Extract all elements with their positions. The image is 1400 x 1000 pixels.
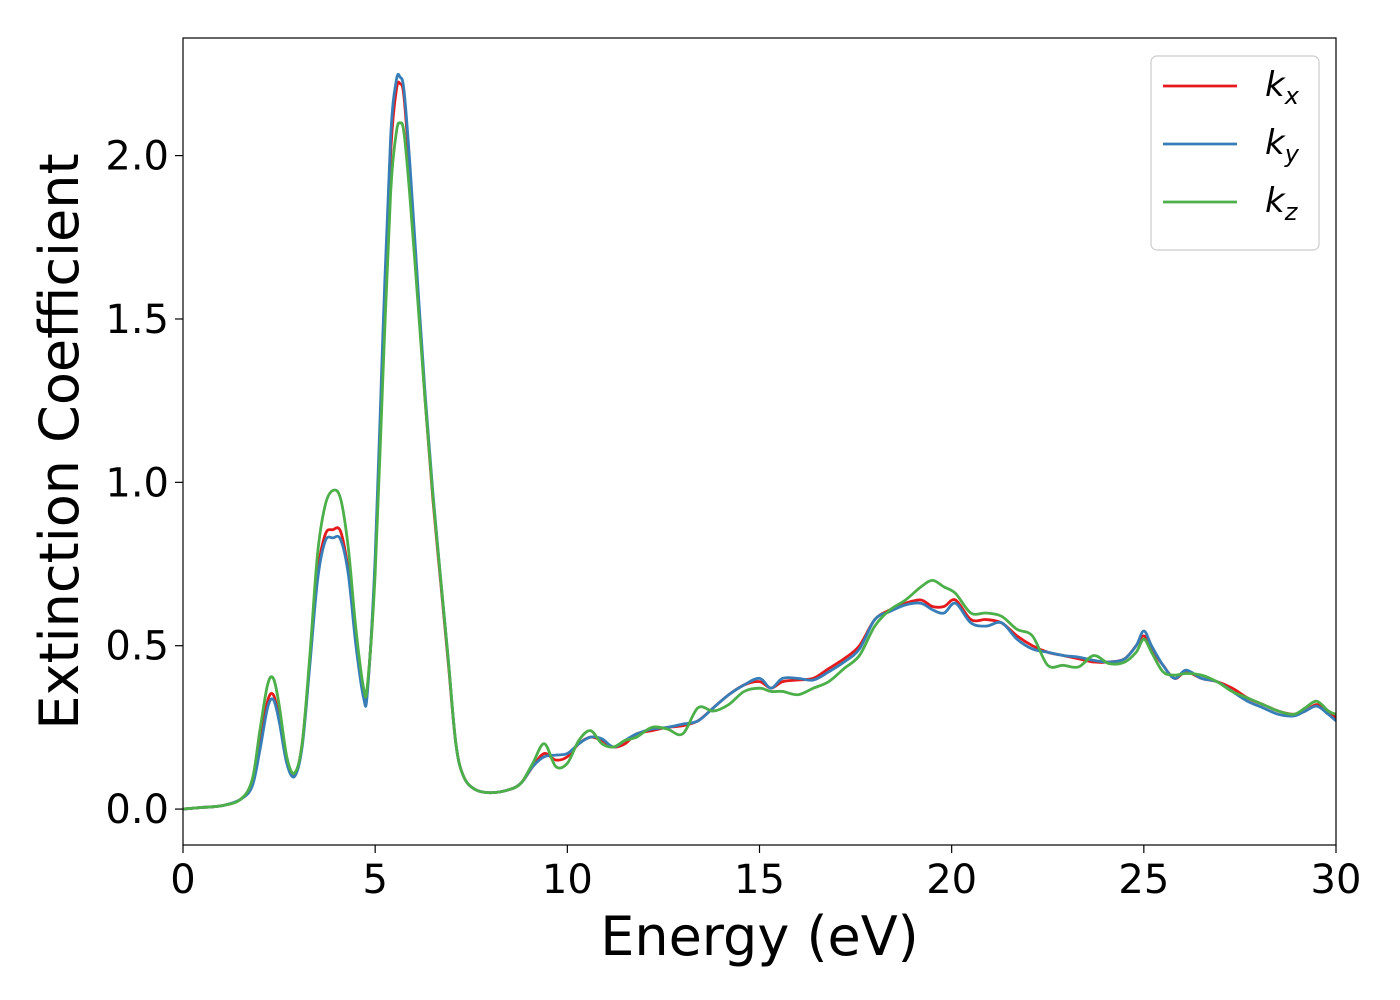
x-tick-label: 30 — [1311, 857, 1362, 903]
series-layer — [183, 72, 1336, 811]
y-tick-label: 0.0 — [105, 787, 169, 833]
x-axis-label: Energy (eV) — [600, 905, 919, 968]
x-tick-label: 25 — [1118, 857, 1169, 903]
x-tick-label: 15 — [734, 857, 785, 903]
y-axis-label: Extinction Coefficient — [28, 153, 91, 729]
legend-label-ky: ky — [1265, 123, 1300, 168]
x-tick-label: 0 — [170, 857, 195, 903]
x-tick-label: 20 — [926, 857, 977, 903]
legend-label-kz: kz — [1265, 181, 1299, 226]
y-tick-label: 0.5 — [105, 624, 169, 670]
y-tick-label: 2.0 — [105, 134, 169, 180]
x-tick-label: 5 — [362, 857, 387, 903]
x-tick-label: 10 — [542, 857, 593, 903]
legend-label-kx: kx — [1265, 65, 1300, 110]
y-tick-label: 1.5 — [105, 297, 169, 343]
y-axis-ticks: 0.0 0.5 1.0 1.5 2.0 — [105, 134, 183, 833]
series-line-kz — [183, 121, 1336, 811]
y-tick-label: 1.0 — [105, 460, 169, 506]
x-axis-ticks: 0 5 10 15 20 25 30 — [170, 845, 1361, 903]
legend: kx ky kz — [1150, 55, 1320, 251]
